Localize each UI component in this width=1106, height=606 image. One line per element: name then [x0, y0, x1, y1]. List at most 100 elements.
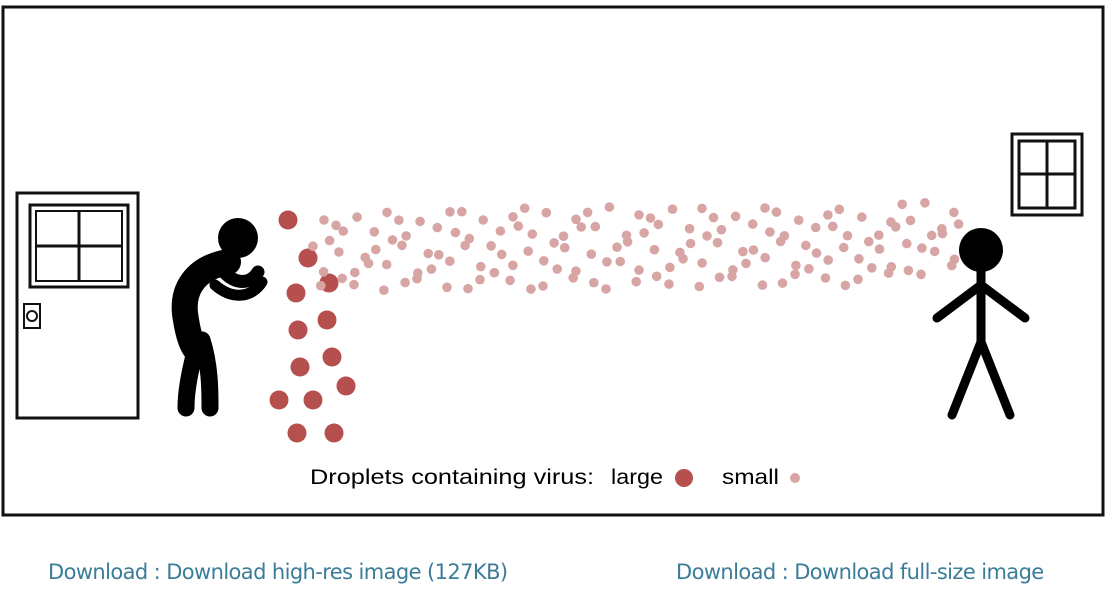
large-droplet [317, 310, 337, 330]
small-droplet [318, 267, 329, 277]
small-droplet [582, 207, 593, 218]
small-droplet [920, 198, 930, 208]
small-droplet [775, 236, 786, 247]
small-droplet [804, 264, 814, 274]
small-droplet [622, 237, 633, 247]
small-droplet [319, 215, 329, 225]
small-droplet [352, 212, 362, 222]
small-droplet [793, 215, 804, 225]
small-droplet [476, 261, 486, 272]
small-droplet [864, 236, 874, 247]
download-link[interactable]: Download : Download high-res image (127K… [48, 560, 508, 584]
small-droplet [651, 271, 662, 282]
small-droplet [883, 268, 894, 278]
small-droplets [308, 198, 964, 296]
small-droplet [549, 238, 559, 248]
small-droplet [426, 264, 437, 274]
door [15, 191, 140, 420]
small-droplet [475, 274, 485, 285]
small-droplet [337, 273, 348, 284]
small-droplet [903, 265, 914, 276]
small-droplet [777, 278, 788, 288]
small-droplet [527, 229, 538, 239]
small-droplet [331, 220, 341, 231]
small-droplet [741, 258, 751, 269]
small-droplet [791, 260, 801, 271]
small-droplet [801, 240, 811, 251]
small-droplet [631, 276, 641, 287]
small-droplet [697, 258, 707, 268]
small-droplet [369, 227, 380, 237]
small-droplet [714, 272, 725, 283]
small-droplet [838, 242, 849, 253]
small-droplet [645, 213, 656, 223]
small-droplet [949, 207, 959, 218]
large-droplet [324, 423, 344, 443]
small-droplet [811, 248, 822, 258]
small-droplet [602, 257, 612, 267]
small-droplet [478, 215, 489, 225]
small-droplet [747, 219, 758, 229]
small-droplet [434, 250, 444, 260]
small-droplet [590, 221, 601, 232]
small-droplet [634, 210, 644, 220]
small-droplet [463, 283, 473, 294]
small-droplet [757, 280, 768, 290]
small-droplet [505, 275, 515, 286]
small-droplet [926, 230, 937, 241]
small-droplet [489, 267, 500, 278]
small-droplet [568, 273, 578, 283]
small-droplet [334, 247, 344, 257]
small-droplet [412, 273, 422, 284]
large-droplet [322, 347, 342, 367]
small-droplet [857, 212, 867, 222]
large-droplet [286, 283, 306, 303]
small-droplet [442, 282, 452, 293]
large-droplet [288, 320, 308, 340]
small-droplet [840, 280, 851, 291]
small-droplet [445, 256, 455, 267]
legend-small-swatch [790, 473, 800, 483]
small-droplet [665, 262, 675, 273]
small-droplet [905, 215, 916, 226]
small-droplet [397, 240, 407, 251]
small-droplet [539, 255, 549, 266]
small-droplet [604, 202, 615, 212]
small-droplet [415, 216, 425, 227]
legend-large: large [611, 466, 663, 489]
small-droplet [760, 252, 770, 263]
coughing-person [171, 218, 268, 417]
small-droplet [694, 281, 705, 292]
small-droplet [685, 238, 696, 249]
small-droplet [678, 253, 688, 264]
large-droplet [287, 423, 307, 443]
small-droplet [508, 212, 518, 222]
small-droplet [519, 203, 530, 213]
small-droplet [916, 269, 926, 280]
small-droplet [702, 231, 712, 241]
small-droplet [576, 222, 586, 232]
small-droplet [523, 246, 533, 256]
small-droplet [946, 260, 957, 271]
small-droplet [423, 248, 434, 259]
small-droplet [445, 207, 455, 217]
figure: Droplets containing virus: large small [1, 5, 1105, 517]
small-droplet [496, 249, 507, 260]
small-droplet [853, 274, 863, 285]
download-link[interactable]: Download : Download full-size image [676, 560, 1044, 584]
small-droplet [538, 281, 548, 291]
large-droplets [269, 210, 356, 443]
small-droplet [874, 230, 884, 240]
small-droplet [450, 227, 461, 238]
large-droplet [290, 357, 310, 377]
small-droplet [730, 211, 741, 222]
small-droplet [601, 284, 611, 294]
small-droplet [394, 215, 404, 225]
small-droplet [716, 224, 727, 235]
small-droplet [382, 207, 392, 218]
small-droplet [381, 259, 392, 270]
small-droplet [708, 212, 719, 223]
small-droplet [890, 222, 901, 232]
small-droplet [937, 228, 948, 239]
